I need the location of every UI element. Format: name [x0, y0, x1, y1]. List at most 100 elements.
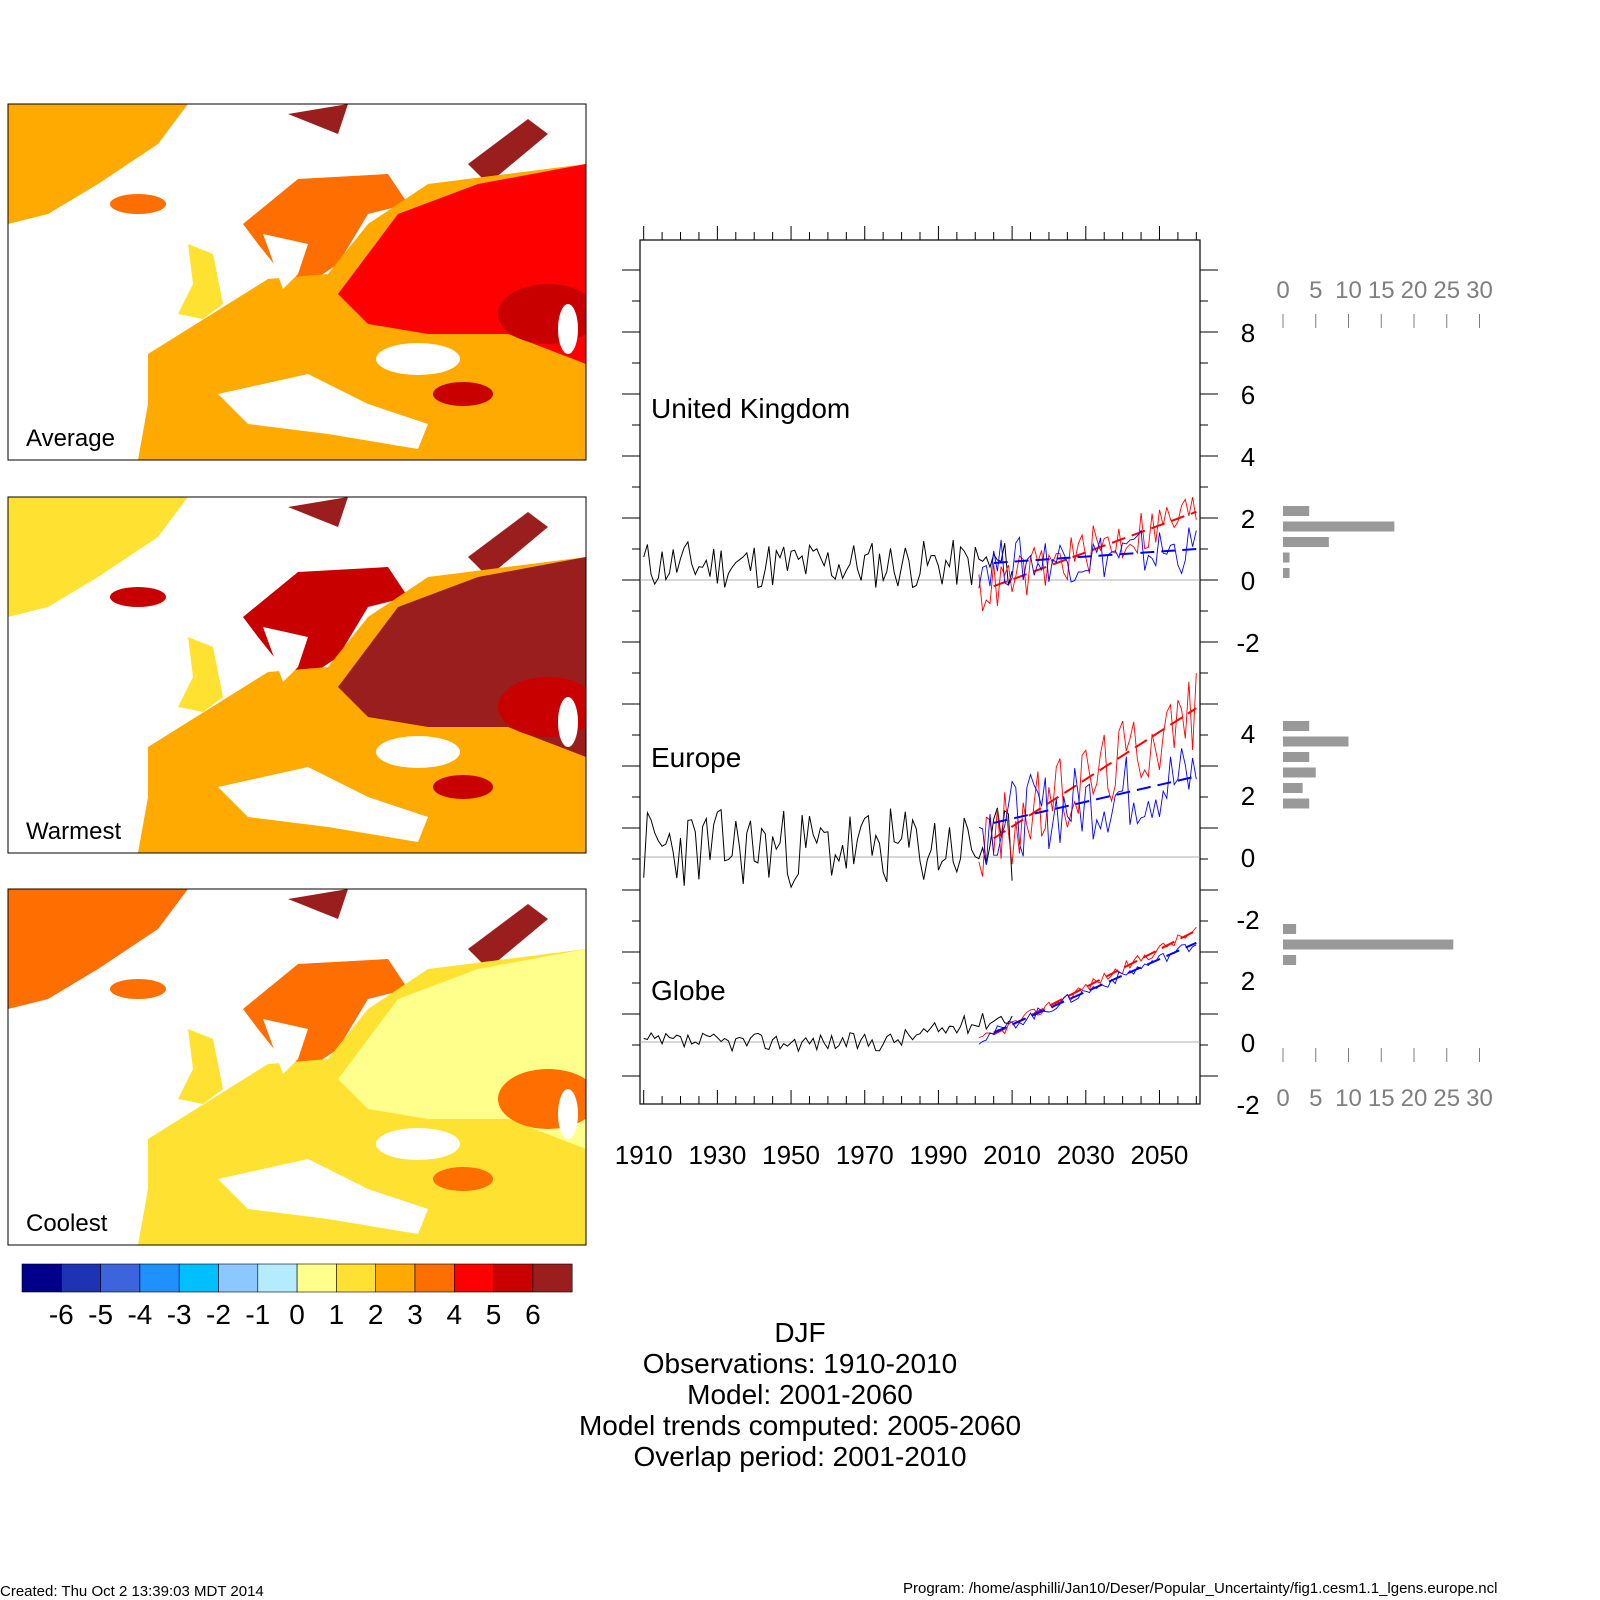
region-panel-united-kingdom: United Kingdom -2 0 2 4 6 8	[640, 318, 1260, 658]
colorbar-tick-label: 4	[447, 1299, 463, 1330]
east-hot-spot	[498, 677, 586, 737]
caption-trends: Model trends computed: 2005-2060	[578, 1410, 1022, 1441]
black-sea	[376, 343, 460, 375]
histogram-bar	[1283, 736, 1349, 747]
colorbar-swatch	[178, 1263, 219, 1293]
y-tick-label: 4	[1241, 719, 1255, 749]
map-fill-1	[8, 497, 586, 853]
novaya-zemlya-shape	[468, 119, 548, 184]
svalbard-shape	[288, 497, 348, 527]
colorbar-swatch	[21, 1263, 62, 1293]
colorbar: -6 -5 -4 -3 -2 -1 0 1 2 3 4 5 6	[21, 1263, 573, 1330]
y-tick-label-bottom: -2	[1236, 1090, 1259, 1120]
east-hot-spot	[498, 284, 586, 344]
y-tick-label: 2	[1241, 781, 1255, 811]
x-tick-label: 1950	[762, 1140, 820, 1170]
colorbar-swatch	[60, 1263, 101, 1293]
mediterranean-sea	[218, 767, 428, 842]
timeseries-panel: 1910 1930 1950 1970 1990 2010 2030 2050 United K…	[615, 226, 1260, 1170]
x-tick-label: 2010	[983, 1140, 1041, 1170]
histogram-bar	[1283, 955, 1297, 965]
program-path: Program: /home/asphilli/Jan10/Deser/Popu…	[903, 1580, 1498, 1597]
caption-overlap: Overlap period: 2001-2010	[633, 1441, 967, 1472]
histogram-bar	[1283, 537, 1329, 547]
y-tick-label: 4	[1241, 442, 1255, 472]
model-trend-line	[993, 548, 1197, 564]
colorbar-tick-label: -2	[206, 1299, 231, 1330]
histogram-tick-label: 15	[1368, 277, 1395, 304]
model-member-series	[978, 748, 1197, 865]
caucasus-hot-spot	[433, 775, 493, 799]
model-trend-line	[993, 707, 1197, 840]
colorbar-tick-label: 5	[486, 1299, 502, 1330]
colorbar-tick-label: 3	[407, 1299, 423, 1330]
colorbar-swatch	[493, 1263, 534, 1293]
map-label-1: Warmest	[26, 818, 121, 845]
histogram-bar	[1283, 552, 1290, 563]
observation-series	[643, 1013, 1013, 1053]
histogram-bar	[1283, 767, 1316, 778]
x-tick-label: 1930	[688, 1140, 746, 1170]
novaya-zemlya-shape	[468, 904, 548, 969]
colorbar-swatch	[257, 1263, 298, 1293]
histogram-tick-label: 10	[1335, 1085, 1362, 1112]
colorbar-tick-label: -5	[88, 1299, 113, 1330]
colorbar-swatch	[453, 1263, 494, 1293]
colorbar-swatch	[532, 1263, 573, 1293]
mediterranean-sea	[218, 374, 428, 449]
observation-series	[643, 540, 1013, 589]
svalbard-shape	[288, 104, 348, 134]
caspian-sea	[558, 304, 578, 354]
histogram-bar	[1283, 798, 1310, 809]
iceland-shape	[110, 194, 166, 214]
model-member-series	[978, 497, 1197, 612]
colorbar-tick-label: 0	[289, 1299, 305, 1330]
baltic-sea	[263, 1019, 308, 1074]
colorbar-swatch	[414, 1263, 455, 1293]
map-label-0: Average	[26, 425, 115, 452]
histogram-tick-label: 20	[1401, 1085, 1428, 1112]
region-label-1: Europe	[651, 742, 741, 773]
map-border-0	[7, 103, 587, 461]
histogram-bar	[1283, 721, 1310, 731]
iceland-shape	[110, 587, 166, 607]
y-tick-label: 0	[1241, 1028, 1255, 1058]
caption-model: Model: 2001-2060	[687, 1379, 913, 1410]
caption-observations: Observations: 1910-2010	[642, 1348, 958, 1379]
histogram-tick-label: 30	[1466, 277, 1493, 304]
map-border-2	[7, 888, 587, 1246]
observation-series	[643, 807, 1013, 889]
model-trend-line	[993, 929, 1197, 1036]
region-label-0: United Kingdom	[651, 393, 850, 424]
region-panel-globe: Globe 0 2	[640, 926, 1255, 1058]
map-coolest: Coolest	[7, 888, 587, 1246]
y-tick-label: -2	[1236, 628, 1259, 658]
greenland-shape	[8, 104, 188, 224]
model-member-series	[978, 673, 1197, 877]
novaya-zemlya-shape	[468, 512, 548, 577]
histogram-tick-label: 10	[1335, 277, 1362, 304]
greenland-shape	[8, 889, 188, 1009]
model-member-series	[978, 926, 1197, 1038]
x-tick-label: 1970	[836, 1140, 894, 1170]
colorbar-tick-label: -6	[49, 1299, 74, 1330]
colorbar-tick-label: 6	[525, 1299, 541, 1330]
svalbard-shape	[288, 889, 348, 919]
colorbar-tick-label: -3	[167, 1299, 192, 1330]
map-warmest: Warmest	[7, 496, 587, 854]
histogram-bar	[1283, 521, 1395, 532]
x-tick-label: 1910	[615, 1140, 673, 1170]
colorbar-tick-label: -1	[245, 1299, 270, 1330]
iceland-shape	[110, 979, 166, 999]
colorbar-tick-label: -4	[127, 1299, 152, 1330]
histogram-tick-label: 5	[1309, 277, 1322, 304]
model-trend-line	[993, 775, 1197, 824]
y-tick-label: 6	[1241, 380, 1255, 410]
model-member-series	[978, 944, 1197, 1045]
histogram-tick-label: 20	[1401, 277, 1428, 304]
colorbar-swatch	[218, 1263, 259, 1293]
black-sea	[376, 736, 460, 768]
histogram-bar	[1283, 752, 1310, 762]
map-average: Average	[7, 103, 587, 461]
histogram-panel: 0 5 10 15 20 25 300 5 10 15 20 25 30	[1276, 277, 1493, 1112]
